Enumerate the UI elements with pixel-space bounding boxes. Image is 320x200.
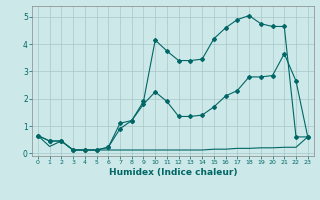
- X-axis label: Humidex (Indice chaleur): Humidex (Indice chaleur): [108, 168, 237, 177]
